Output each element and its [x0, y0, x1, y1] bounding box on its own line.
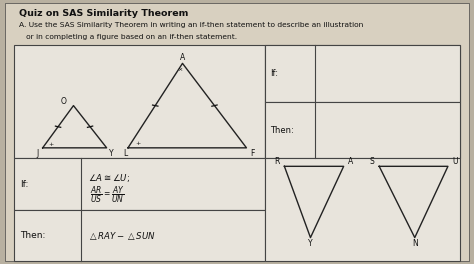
Text: $\triangle RAY - \triangle SUN$: $\triangle RAY - \triangle SUN$ [88, 230, 155, 242]
Text: U: U [452, 157, 458, 166]
Text: +: + [136, 141, 141, 145]
FancyBboxPatch shape [265, 102, 460, 158]
FancyBboxPatch shape [14, 45, 265, 158]
Text: R: R [274, 157, 280, 166]
Text: Then:: Then: [20, 231, 46, 240]
Text: $\dfrac{AR}{US}=\dfrac{AY}{UN}$: $\dfrac{AR}{US}=\dfrac{AY}{UN}$ [90, 185, 125, 205]
FancyBboxPatch shape [265, 158, 460, 261]
FancyBboxPatch shape [5, 3, 469, 261]
Text: F: F [250, 149, 255, 158]
Text: Then:: Then: [270, 125, 294, 135]
Text: A: A [348, 157, 354, 166]
Text: N: N [412, 239, 418, 248]
Text: or in completing a figure based on an if-then statement.: or in completing a figure based on an if… [19, 34, 237, 40]
Text: O: O [61, 97, 67, 106]
Text: A: A [180, 53, 185, 62]
Text: Y: Y [308, 239, 313, 248]
Text: Quiz on SAS Similarity Theorem: Quiz on SAS Similarity Theorem [19, 9, 188, 18]
FancyBboxPatch shape [14, 210, 265, 261]
Text: $\angle A \cong \angle U$;: $\angle A \cong \angle U$; [88, 172, 130, 183]
Text: If:: If: [270, 69, 278, 78]
Text: If:: If: [20, 180, 28, 189]
FancyBboxPatch shape [265, 45, 460, 102]
Text: Y: Y [109, 149, 114, 158]
FancyBboxPatch shape [265, 45, 460, 158]
FancyBboxPatch shape [14, 158, 265, 210]
Text: +: + [48, 142, 54, 147]
Text: S: S [370, 157, 374, 166]
Text: ×: × [177, 68, 183, 72]
Text: J: J [37, 149, 39, 158]
Text: L: L [124, 149, 128, 158]
Text: A. Use the SAS Similarity Theorem in writing an if-then statement to describe an: A. Use the SAS Similarity Theorem in wri… [19, 22, 364, 29]
